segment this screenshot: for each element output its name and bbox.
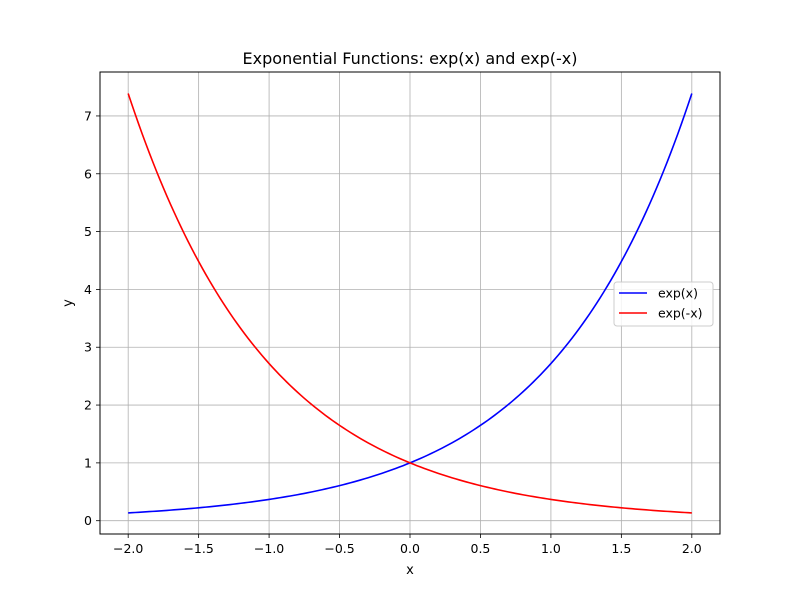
x-tick-label: 2.0 [682,541,702,556]
y-tick-label: 3 [84,340,92,355]
x-tick-label: −0.5 [324,541,354,556]
axis-ticks: −2.0 −1.5 −1.0 −0.5 0.0 0.5 1.0 1.5 2.0 0 1 2 3 4 5 6 7 [84,108,702,556]
y-tick-label: 6 [84,166,92,181]
x-tick-label: 0.5 [471,541,491,556]
y-tick-label: 1 [84,455,92,470]
chart-title: Exponential Functions: exp(x) and exp(-x… [243,49,578,68]
x-tick-label: 1.0 [541,541,561,556]
x-tick-label: 0.0 [400,541,420,556]
legend: exp(x) exp(-x) [613,281,714,327]
x-tick-label: −2.0 [113,541,143,556]
series-lines [127,93,693,514]
legend-label: exp(-x) [658,306,702,321]
legend-label: exp(x) [658,286,698,301]
y-tick-label: 7 [84,108,92,123]
x-axis-label: x [406,563,414,578]
x-tick-label: −1.0 [254,541,284,556]
y-tick-label: 2 [84,398,92,413]
x-tick-label: 1.5 [611,541,631,556]
y-axis-label: y [61,299,76,307]
y-tick-label: 5 [84,224,92,239]
series-line-exp-neg-x [127,93,692,514]
y-tick-label: 0 [84,513,92,528]
y-tick-label: 4 [84,282,92,297]
x-tick-label: −1.5 [183,541,213,556]
